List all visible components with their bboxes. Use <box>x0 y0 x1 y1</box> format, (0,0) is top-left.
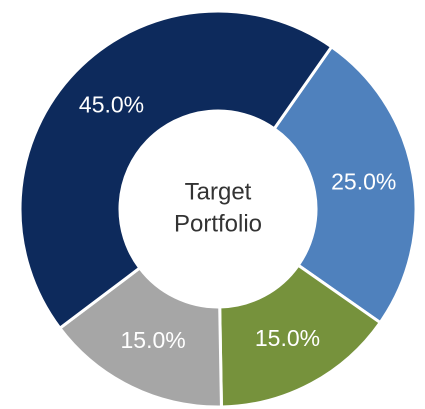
center-text: Portfolio <box>174 210 262 237</box>
value-label: 15.0% <box>121 327 186 353</box>
value-label: 45.0% <box>79 91 144 117</box>
value-label: 15.0% <box>255 325 320 351</box>
donut-segment <box>18 9 334 331</box>
donut-segment <box>272 44 418 325</box>
value-label: 25.0% <box>331 168 396 194</box>
center-text: Target <box>185 178 252 205</box>
